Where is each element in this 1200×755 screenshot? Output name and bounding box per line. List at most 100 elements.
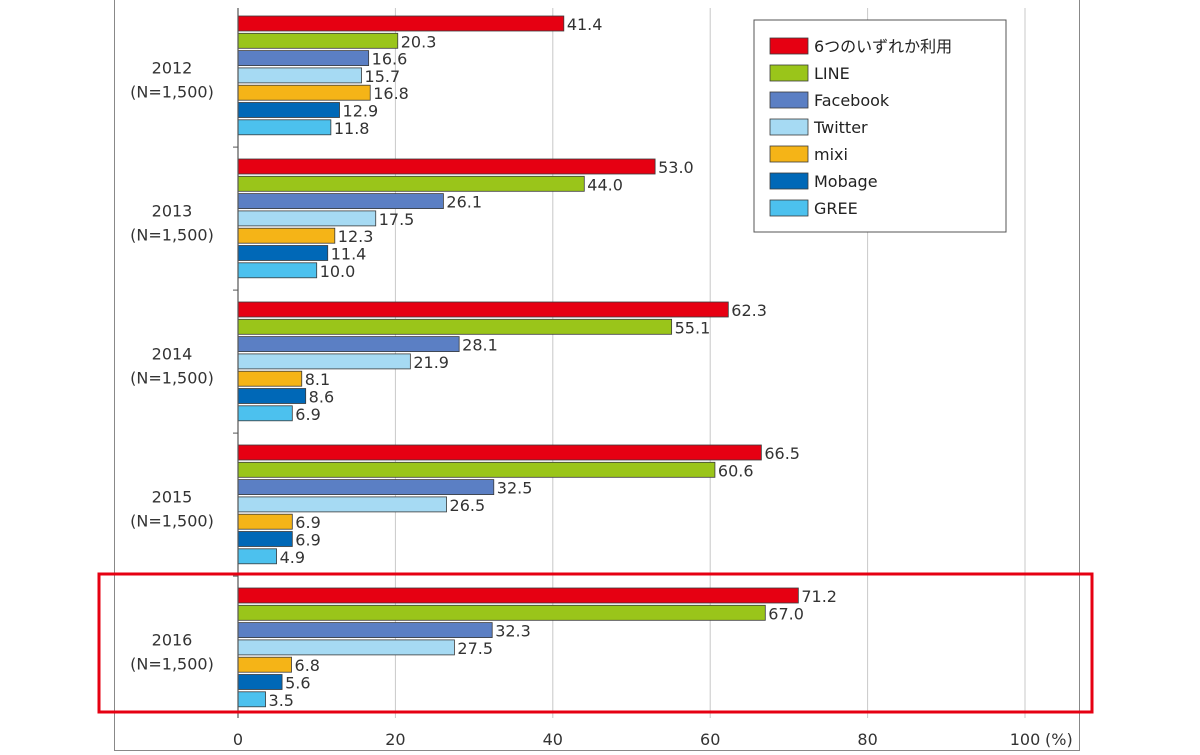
data-label: 4.9 [280,548,305,567]
legend-swatch [769,37,809,55]
bar [237,227,336,244]
data-label: 11.8 [334,119,370,138]
bar [237,388,307,404]
bar [237,50,370,66]
bar [237,353,411,370]
legend-label: 6つのいずれか利用 [814,37,952,56]
data-label: 3.5 [269,691,294,710]
category-label: 2015 [152,488,193,507]
data-label: 12.3 [338,227,374,246]
bar [237,262,318,279]
bar [237,548,277,565]
category-sublabel: (N=1,500) [130,512,214,531]
data-label: 28.1 [462,336,498,355]
bar [237,318,673,335]
bar [237,370,303,387]
legend-swatch [769,199,809,217]
bar [237,210,377,227]
legend-label: Twitter [813,118,868,137]
category-label: 2016 [152,631,193,650]
legend-swatch [769,172,809,190]
data-label: 6.8 [295,656,320,675]
x-tick-label: 60 [700,730,720,749]
data-label: 62.3 [731,301,767,320]
bar [237,84,371,101]
data-label: 8.6 [309,388,334,407]
x-tick-label: 40 [543,730,563,749]
bar [237,158,656,175]
data-label: 6.9 [295,513,320,532]
legend-label: GREE [814,199,858,218]
data-label: 71.2 [801,587,837,606]
x-tick-label: 100 [1010,730,1041,749]
data-label: 67.0 [768,604,804,623]
bar [237,32,399,49]
data-label: 16.6 [372,50,408,69]
bar [237,674,283,690]
category-sublabel: (N=1,500) [130,369,214,388]
bar [237,175,585,192]
category-sublabel: (N=1,500) [130,83,214,102]
data-label: 66.5 [764,444,800,463]
data-label: 5.6 [285,674,310,693]
bar [237,604,766,621]
data-label: 32.3 [495,622,531,641]
data-label: 15.7 [365,67,401,86]
chart-frame [114,0,1080,751]
x-tick-label: 80 [857,730,877,749]
bar [237,513,293,530]
legend-label: Mobage [814,172,878,191]
data-label: 32.5 [497,479,533,498]
bar [237,67,362,84]
bar [237,496,447,513]
bar [237,479,495,496]
data-label: 20.3 [401,32,437,51]
data-label: 11.4 [331,245,367,264]
legend-label: LINE [814,64,850,83]
data-label: 26.1 [446,193,482,212]
legend-swatch [769,145,809,163]
category-label: 2014 [152,345,193,364]
bar [237,444,762,461]
data-label: 55.1 [675,318,711,337]
legend-swatch [769,64,809,82]
legend-label: Facebook [814,91,890,110]
highlight-box [97,572,1094,714]
bar [237,461,716,478]
bar [237,119,332,136]
data-label: 41.4 [567,15,603,34]
category-label: 2012 [152,59,193,78]
bar [237,15,565,32]
data-label: 10.0 [320,262,356,281]
bar [237,531,293,547]
data-label: 6.9 [295,405,320,424]
bar [237,301,729,318]
bar [237,336,460,353]
data-label: 8.1 [305,370,330,389]
legend-label: mixi [814,145,848,164]
data-label: 26.5 [450,496,486,515]
bar [237,102,340,118]
data-label: 6.9 [295,531,320,550]
data-label: 60.6 [718,461,754,480]
legend-swatch [769,118,809,136]
bar [237,656,292,673]
bar [237,691,266,708]
category-label: 2013 [152,202,193,221]
bar [237,245,329,261]
x-axis-unit: (%) [1045,730,1073,749]
bar [237,622,493,638]
legend-swatch [769,91,809,109]
bar [237,193,444,210]
data-label: 17.5 [379,210,415,229]
data-label: 12.9 [343,102,379,121]
data-label: 16.8 [373,84,409,103]
bar [237,405,293,422]
data-label: 27.5 [457,639,493,658]
category-sublabel: (N=1,500) [130,226,214,245]
data-label: 44.0 [587,175,623,194]
data-label: 21.9 [413,353,449,372]
bar [237,587,799,604]
category-sublabel: (N=1,500) [130,655,214,674]
